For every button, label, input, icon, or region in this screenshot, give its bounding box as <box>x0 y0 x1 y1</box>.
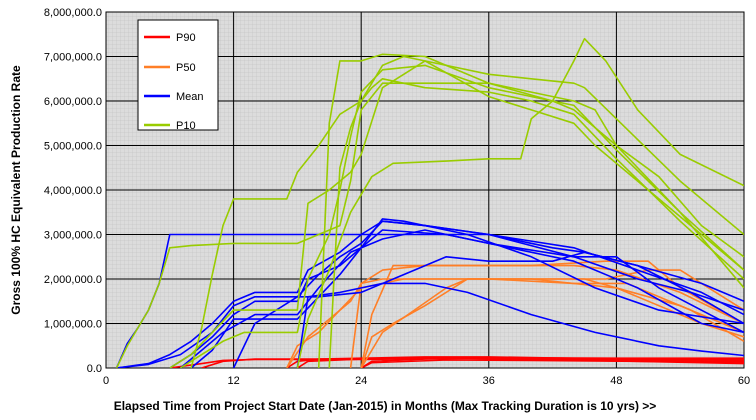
y-axis-ticks: 0.0 1,000,000.0 2,000,000.0 3,000,000.0 4,00… <box>44 7 102 375</box>
x-tick-label: 60 <box>738 375 750 387</box>
series-line-p10-22 <box>169 60 744 368</box>
x-tick-label: 0 <box>103 375 109 387</box>
series-line-mean-18 <box>232 251 744 368</box>
legend-label-p90: P90 <box>176 32 196 44</box>
y-tick-label: 0.0 <box>87 363 102 375</box>
series-line-p90-5 <box>360 359 744 368</box>
y-tick-label: 4,000,000.0 <box>44 185 102 197</box>
series-line-mean-17 <box>190 218 744 368</box>
y-tick-label: 3,000,000.0 <box>44 230 102 242</box>
x-tick-label: 48 <box>610 375 622 387</box>
legend-box <box>137 19 219 131</box>
series-line-mean-19 <box>296 282 744 368</box>
y-tick-label: 1,000,000.0 <box>44 319 102 331</box>
y-tick-label: 7,000,000.0 <box>44 52 102 64</box>
legend-label-p50: P50 <box>176 62 196 74</box>
series-line-p10-24 <box>296 37 744 368</box>
y-tick-label: 6,000,000.0 <box>44 96 102 108</box>
x-axis-ticks: 0 12 24 36 48 60 <box>103 375 750 387</box>
series-line-p50-10 <box>360 260 744 368</box>
series-line-p90-4 <box>360 357 744 368</box>
series-line-p10-26 <box>317 53 744 368</box>
legend-label-p10: P10 <box>176 120 196 132</box>
x-tick-label: 12 <box>227 375 239 387</box>
series-line-p10-25 <box>328 78 744 368</box>
series-line-p90-3 <box>296 357 744 368</box>
series-line-p10-20 <box>115 82 744 368</box>
series-line-p50-6 <box>286 278 744 368</box>
y-axis-title: Gross 100% HC Equivalent Production Rate <box>9 65 23 315</box>
series-line-p50-11 <box>349 278 744 368</box>
x-tick-label: 24 <box>355 375 367 387</box>
y-tick-label: 8,000,000.0 <box>44 7 102 19</box>
series-line-mean-16 <box>179 229 744 368</box>
x-axis-title: Elapsed Time from Project Start Date (Ja… <box>114 399 657 413</box>
legend: P90 P50 Mean P10 <box>137 19 219 132</box>
series-lines <box>115 37 744 368</box>
y-tick-label: 5,000,000.0 <box>44 141 102 153</box>
x-tick-label: 36 <box>483 375 495 387</box>
y-tick-label: 2,000,000.0 <box>44 274 102 286</box>
legend-label-mean: Mean <box>176 91 204 103</box>
series-line-mean-15 <box>169 229 744 368</box>
